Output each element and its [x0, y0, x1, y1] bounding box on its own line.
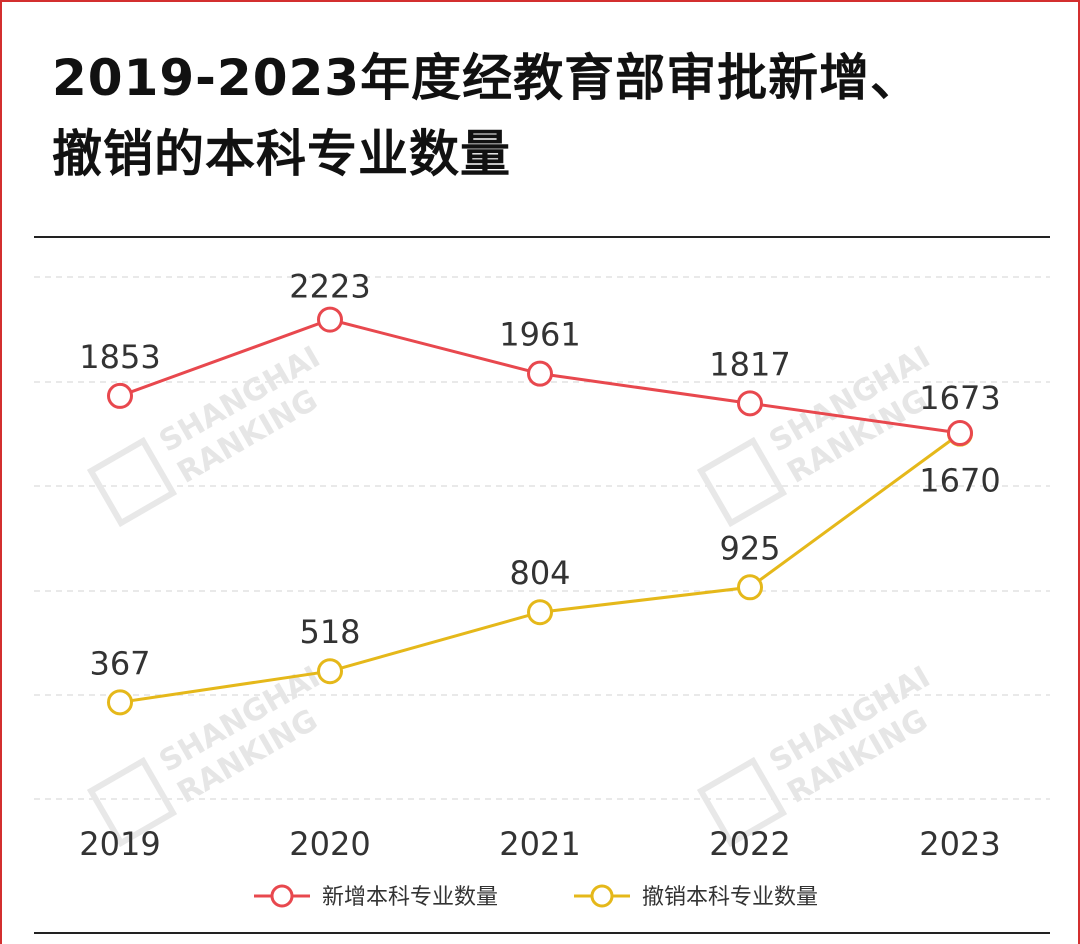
- top-divider: [34, 236, 1050, 238]
- data-point: [317, 306, 343, 333]
- series-layer: 1853 2223 1961 1817 1673 367 518 804 925 1670: [79, 268, 1001, 716]
- data-point: [107, 689, 133, 716]
- data-label: 925: [719, 529, 780, 567]
- bottom-divider: [34, 932, 1050, 934]
- data-point: [107, 382, 133, 409]
- data-label: 518: [299, 613, 360, 651]
- watermark-logo: SHANGHAI RANKING: [696, 660, 936, 848]
- data-label: 804: [509, 554, 570, 592]
- x-tick-label: 2019: [79, 825, 160, 863]
- legend-label: 撤销本科专业数量: [642, 885, 818, 910]
- data-point: [947, 420, 973, 447]
- title-line-1: 2019-2023年度经教育部审批新增、: [52, 49, 922, 107]
- x-axis: 2019 2020 2021 2022 2023: [79, 825, 1000, 863]
- watermarks: SHANGHAI RANKING SHANGHAI RANKING SHANGH…: [86, 340, 936, 848]
- data-label: 1817: [709, 345, 790, 383]
- data-label: 1670: [919, 462, 1000, 500]
- page-title: 2019-2023年度经教育部审批新增、 撤销的本科专业数量: [52, 40, 1052, 192]
- legend: 新增本科专业数量 撤销本科专业数量: [254, 884, 818, 910]
- x-tick-label: 2023: [919, 825, 1000, 863]
- x-tick-label: 2021: [499, 825, 580, 863]
- data-label: 1961: [499, 316, 580, 354]
- data-label: 367: [89, 644, 150, 682]
- data-point: [317, 658, 343, 685]
- title-line-2: 撤销的本科专业数量: [52, 125, 511, 183]
- data-label: 1853: [79, 338, 160, 376]
- x-tick-label: 2020: [289, 825, 370, 863]
- data-point: [527, 360, 553, 387]
- legend-label: 新增本科专业数量: [322, 885, 498, 910]
- data-label: 2223: [289, 268, 370, 306]
- legend-swatch-marker: [590, 884, 614, 908]
- data-label: 1673: [919, 379, 1000, 417]
- data-point: [737, 574, 763, 601]
- x-tick-label: 2022: [709, 825, 790, 863]
- line-chart: SHANGHAI RANKING SHANGHAI RANKING SHANGH…: [34, 268, 1050, 910]
- data-point: [527, 599, 553, 626]
- legend-swatch-marker: [270, 884, 294, 908]
- data-point: [737, 390, 763, 417]
